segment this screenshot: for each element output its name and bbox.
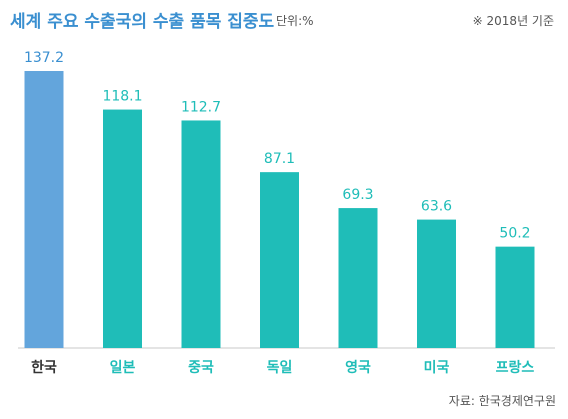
category-label-0: 한국 — [31, 360, 57, 376]
value-label-0: 137.2 — [24, 50, 64, 66]
bar-6 — [495, 246, 535, 348]
chart-title: 세계 주요 수출국의 수출 품목 집중도 — [10, 12, 275, 32]
category-label-5: 미국 — [424, 360, 450, 376]
bar-4 — [338, 208, 378, 348]
category-label-6: 프랑스 — [496, 360, 535, 376]
unit-label: 단위:% — [276, 14, 314, 28]
value-label-6: 50.2 — [499, 226, 530, 242]
category-label-3: 독일 — [267, 360, 293, 376]
value-label-4: 69.3 — [342, 187, 373, 203]
value-label-5: 63.6 — [421, 199, 452, 215]
source-note: 자료: 한국경제연구원 — [448, 394, 556, 408]
year-note: ※ 2018년 기준 — [472, 14, 554, 28]
category-label-4: 영국 — [345, 359, 371, 376]
bar-3 — [260, 172, 299, 348]
bar-2 — [181, 120, 221, 348]
value-label-2: 112.7 — [181, 99, 221, 115]
value-label-1: 118.1 — [102, 89, 142, 105]
bar-0 — [24, 71, 64, 348]
bar-1 — [103, 109, 142, 348]
category-label-2: 중국 — [188, 360, 214, 376]
category-label-1: 일본 — [110, 360, 136, 376]
value-label-3: 87.1 — [264, 151, 295, 167]
bar-5 — [417, 219, 456, 348]
